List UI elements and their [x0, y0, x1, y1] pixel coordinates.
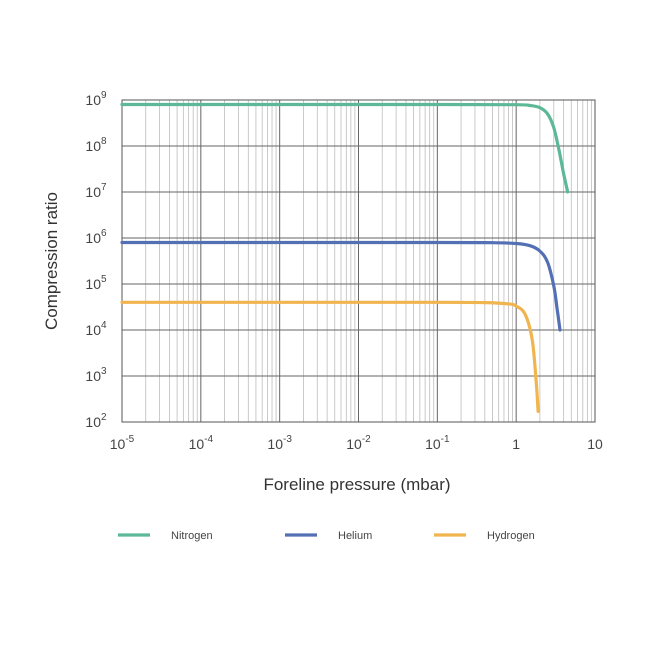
x-tick-label: 10-3 — [267, 434, 292, 452]
y-tick-label: 106 — [85, 228, 107, 246]
legend-label-helium: Helium — [338, 530, 372, 542]
y-tick-label: 107 — [85, 182, 107, 200]
series-line-helium — [120, 240, 562, 332]
x-axis-title: Foreline pressure (mbar) — [263, 475, 450, 494]
x-tick-labels: 10-5 10-4 10-3 10-2 10-1 1 10 — [110, 434, 603, 452]
y-tick-labels: 102 103 104 105 106 107 108 109 — [85, 90, 107, 430]
y-axis-title: Compression ratio — [42, 192, 61, 330]
x-tick-label: 10-2 — [346, 434, 371, 452]
major-grid — [121, 99, 596, 423]
y-tick-label: 102 — [85, 412, 107, 430]
y-tick-label: 108 — [85, 136, 107, 154]
y-tick-label: 103 — [85, 366, 107, 384]
y-tick-label: 105 — [85, 274, 107, 292]
x-tick-label: 10-1 — [425, 434, 450, 452]
y-tick-label: 104 — [85, 320, 107, 338]
x-tick-label: 1 — [512, 436, 520, 452]
x-tick-label: 10 — [587, 436, 603, 452]
legend-label-nitrogen: Nitrogen — [171, 530, 213, 542]
series-line-hydrogen — [120, 300, 540, 413]
legend-label-hydrogen: Hydrogen — [487, 530, 535, 542]
x-tick-label: 10-5 — [110, 434, 135, 452]
plot-frame — [121, 99, 596, 423]
y-tick-label: 109 — [85, 90, 107, 108]
series-line-nitrogen — [120, 102, 570, 194]
x-tick-label: 10-4 — [189, 434, 214, 452]
legend: Nitrogen Helium Hydrogen — [118, 530, 535, 542]
minor-grid — [145, 100, 592, 422]
series-lines — [120, 102, 570, 413]
